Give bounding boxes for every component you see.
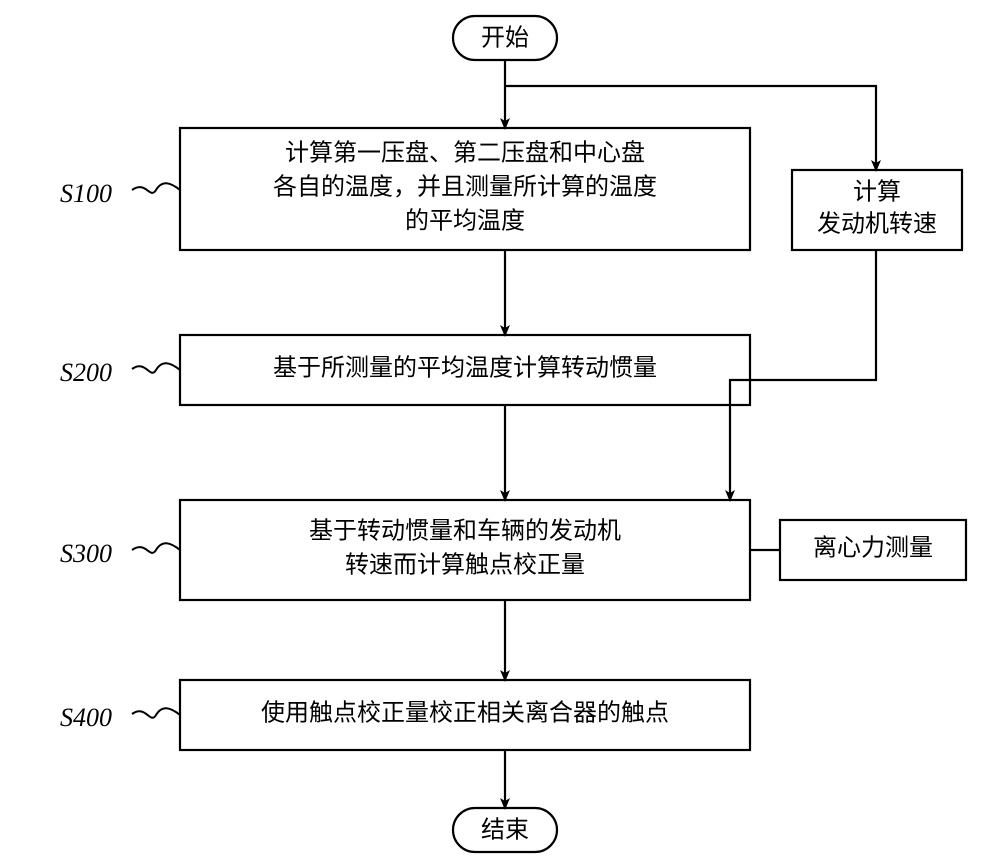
label-S200-curve bbox=[132, 363, 180, 373]
terminal-end-label: 结束 bbox=[481, 817, 529, 844]
step-S100: 计算第一压盘、第二压盘和中心盘各自的温度，并且测量所计算的温度的平均温度 bbox=[180, 128, 750, 250]
step-S300-line1: 转速而计算触点校正量 bbox=[345, 552, 585, 579]
label-S100-text: S100 bbox=[60, 179, 112, 208]
sidebox-centrifugal: 离心力测量 bbox=[780, 520, 966, 580]
step-S300: 基于转动惯量和车辆的发动机转速而计算触点校正量 bbox=[180, 500, 750, 600]
step-S200: 基于所测量的平均温度计算转动惯量 bbox=[180, 335, 750, 405]
step-S200-line0: 基于所测量的平均温度计算转动惯量 bbox=[273, 355, 657, 382]
label-S400-text: S400 bbox=[60, 703, 112, 732]
label-S300-text: S300 bbox=[60, 539, 112, 568]
label-S400-curve bbox=[132, 708, 180, 718]
edge-6 bbox=[730, 250, 876, 500]
terminal-start-label: 开始 bbox=[481, 25, 529, 52]
terminal-end: 结束 bbox=[453, 808, 557, 852]
step-S400-line0: 使用触点校正量校正相关离合器的触点 bbox=[261, 700, 669, 727]
step-S300-box bbox=[180, 500, 750, 600]
step-S300-line0: 基于转动惯量和车辆的发动机 bbox=[309, 518, 621, 545]
label-S200: S200 bbox=[60, 358, 180, 387]
step-S100-line2: 的平均温度 bbox=[405, 208, 525, 235]
sidebox-centrifugal-line0: 离心力测量 bbox=[813, 535, 933, 562]
label-S300: S300 bbox=[60, 539, 180, 568]
sidebox-engine_speed-line0: 计算 bbox=[853, 179, 901, 206]
step-S100-line0: 计算第一压盘、第二压盘和中心盘 bbox=[285, 140, 645, 167]
sidebox-engine_speed: 计算发动机转速 bbox=[792, 170, 962, 250]
label-S200-text: S200 bbox=[60, 358, 112, 387]
label-S100: S100 bbox=[60, 179, 180, 208]
label-S300-curve bbox=[132, 543, 180, 553]
label-S100-curve bbox=[132, 183, 180, 193]
step-S400: 使用触点校正量校正相关离合器的触点 bbox=[180, 680, 750, 750]
step-S100-line1: 各自的温度，并且测量所计算的温度 bbox=[273, 174, 657, 201]
terminal-start: 开始 bbox=[453, 16, 557, 60]
label-S400: S400 bbox=[60, 703, 180, 732]
sidebox-engine_speed-line1: 发动机转速 bbox=[817, 211, 937, 238]
